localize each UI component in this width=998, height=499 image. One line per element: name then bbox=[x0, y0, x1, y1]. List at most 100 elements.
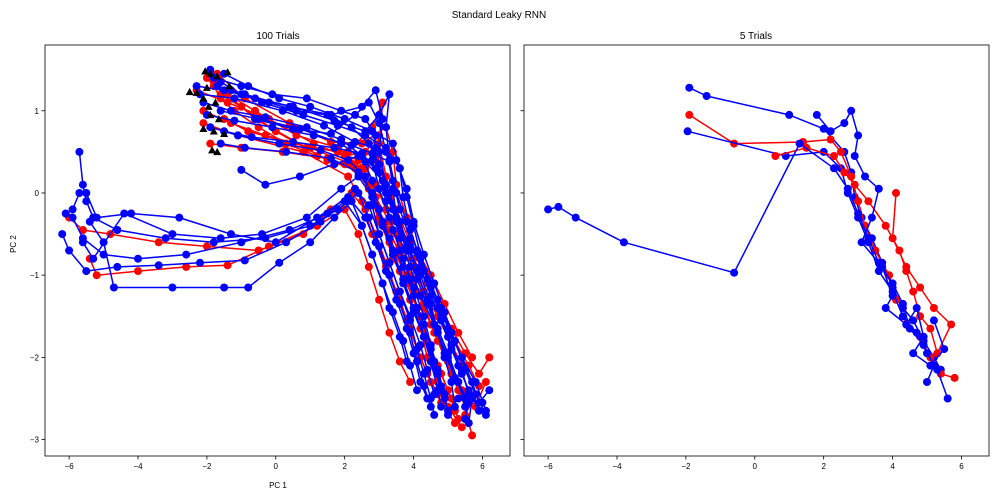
left-trial-19-point-3 bbox=[302, 94, 311, 103]
right-trial-2-point-9 bbox=[898, 312, 907, 321]
left-trial-25-point-5 bbox=[161, 234, 170, 243]
left-trial-20-point-1 bbox=[240, 143, 249, 152]
left-start-marker-10 bbox=[206, 110, 215, 119]
left-trial-21-point-14 bbox=[468, 378, 477, 386]
left-trial-30-point-7 bbox=[337, 184, 346, 193]
left-trial-0-point-23 bbox=[468, 431, 477, 440]
left-trial-8-point-14 bbox=[475, 369, 483, 378]
left-trial-24-point-8 bbox=[382, 123, 390, 132]
left-trial-32-point-9 bbox=[406, 234, 415, 243]
left-start-marker-0 bbox=[185, 87, 194, 96]
left-trial-26-point-7 bbox=[282, 238, 291, 247]
left-trial-28-point-8 bbox=[323, 209, 332, 218]
left-trial-28-point-4 bbox=[134, 254, 142, 263]
left-trial-24-point-2 bbox=[251, 94, 260, 103]
left-trial-24-point-7 bbox=[385, 90, 394, 99]
left-trial-29-point-11 bbox=[368, 250, 377, 259]
left-trial-21-point-8 bbox=[409, 221, 418, 230]
right-subplot: 5 Trials −6 −4 −2 0 2 4 6 bbox=[520, 31, 990, 471]
left-trial-15-point-4 bbox=[340, 115, 349, 123]
right-trial-5-point-1 bbox=[826, 127, 835, 136]
right-trial-4-point-2 bbox=[571, 213, 580, 222]
left-trial-32-point-3 bbox=[351, 110, 359, 119]
left-trial-10-point-7 bbox=[340, 205, 349, 214]
left-start-marker-14 bbox=[220, 129, 229, 137]
left-trial-27-point-2 bbox=[82, 189, 91, 197]
left-x-tick-label-0: −6 bbox=[65, 462, 75, 471]
right-trial-3-point-17 bbox=[888, 234, 897, 243]
left-trial-26-point-2 bbox=[82, 267, 91, 276]
left-trial-29-point-15 bbox=[402, 357, 411, 366]
right-trial-3-point-14 bbox=[929, 304, 938, 312]
right-trial-5-point-13 bbox=[902, 320, 911, 329]
left-subplot: 100 Trials PC 1 PC 2 −6 −4 −2 0 2 4 6 1 0 −1 −2 −3 bbox=[9, 31, 511, 490]
left-trial-16-point-2 bbox=[275, 139, 284, 148]
right-trial-line-0 bbox=[688, 87, 942, 371]
left-start-marker-7 bbox=[199, 94, 208, 102]
left-trial-30-point-8 bbox=[354, 172, 363, 181]
right-trial-4-point-9 bbox=[864, 234, 873, 243]
left-trial-27-point-0 bbox=[68, 205, 77, 214]
right-trial-2-point-0 bbox=[683, 127, 692, 136]
left-trial-17-point-1 bbox=[230, 94, 239, 103]
left-trial-19-point-5 bbox=[361, 115, 370, 123]
left-x-axis-label: PC 1 bbox=[269, 481, 287, 490]
left-trial-7-point-12 bbox=[450, 419, 459, 428]
right-trial-0-point-1 bbox=[702, 92, 711, 100]
left-trial-13-point-0 bbox=[213, 82, 222, 91]
right-trial-series-2 bbox=[683, 127, 952, 403]
left-trial-31-point-8 bbox=[402, 246, 411, 255]
right-trial-0-point-2 bbox=[785, 110, 794, 119]
left-trial-32-point-4 bbox=[364, 98, 373, 107]
left-trial-10-point-10 bbox=[375, 295, 384, 304]
left-trial-32-point-12 bbox=[437, 316, 446, 325]
left-trial-28-point-1 bbox=[68, 213, 77, 222]
left-trial-31-point-5 bbox=[371, 164, 380, 173]
left-trial-21-point-6 bbox=[395, 164, 404, 173]
right-trial-series-5 bbox=[812, 106, 949, 370]
left-trial-26-point-3 bbox=[113, 262, 122, 271]
left-trial-27-point-5 bbox=[175, 213, 184, 222]
left-start-marker-5 bbox=[223, 68, 232, 76]
left-trial-26-point-16 bbox=[413, 386, 421, 395]
right-trial-5-point-18 bbox=[940, 345, 949, 354]
left-start-marker-8 bbox=[204, 102, 213, 110]
left-trial-24-point-3 bbox=[289, 102, 297, 111]
left-trial-27-point-17 bbox=[423, 394, 432, 403]
right-trial-5-point-7 bbox=[874, 184, 883, 193]
left-trial-23-point-3 bbox=[330, 143, 339, 152]
right-axes-frame bbox=[523, 44, 990, 457]
left-trial-31-point-0 bbox=[237, 165, 246, 174]
left-trial-19-point-8 bbox=[375, 184, 384, 193]
right-plot-area bbox=[544, 83, 959, 403]
left-y-tick-label-2: −1 bbox=[30, 271, 40, 280]
left-trial-16-point-14 bbox=[430, 410, 439, 419]
left-trial-23-point-7 bbox=[388, 226, 397, 234]
left-trial-31-point-9 bbox=[413, 275, 421, 284]
right-trial-5-point-5 bbox=[850, 152, 859, 160]
left-start-marker-13 bbox=[209, 127, 218, 135]
left-trial-29-point-7 bbox=[306, 238, 315, 247]
right-axis-ticks: −6 −4 −2 0 2 4 6 bbox=[520, 110, 964, 471]
left-trial-22-point-4 bbox=[347, 141, 356, 150]
left-trial-19-point-4 bbox=[337, 106, 346, 115]
left-trial-28-point-7 bbox=[285, 226, 294, 234]
left-trial-32-point-13 bbox=[447, 345, 456, 354]
left-trial-16-point-0 bbox=[206, 123, 215, 132]
left-trial-series-24 bbox=[192, 82, 483, 415]
left-trial-9-point-1 bbox=[78, 226, 87, 234]
right-subplot-title: 5 Trials bbox=[740, 31, 772, 42]
right-trial-3-point-0 bbox=[771, 152, 780, 160]
left-trial-7-point-3 bbox=[344, 172, 353, 181]
left-trial-32-point-10 bbox=[416, 262, 425, 271]
left-trial-27-point-13 bbox=[392, 295, 401, 304]
left-trial-20-point-0 bbox=[216, 139, 225, 148]
left-trial-24-point-0 bbox=[192, 82, 201, 91]
left-trial-32-point-6 bbox=[382, 147, 390, 156]
left-trial-23-point-2 bbox=[289, 138, 297, 146]
left-trial-3-point-1 bbox=[244, 127, 253, 136]
left-trial-23-point-1 bbox=[247, 133, 256, 142]
left-trial-27-point-6 bbox=[227, 230, 235, 239]
right-trial-4-point-6 bbox=[830, 164, 838, 173]
left-trial-31-point-12 bbox=[444, 353, 452, 362]
